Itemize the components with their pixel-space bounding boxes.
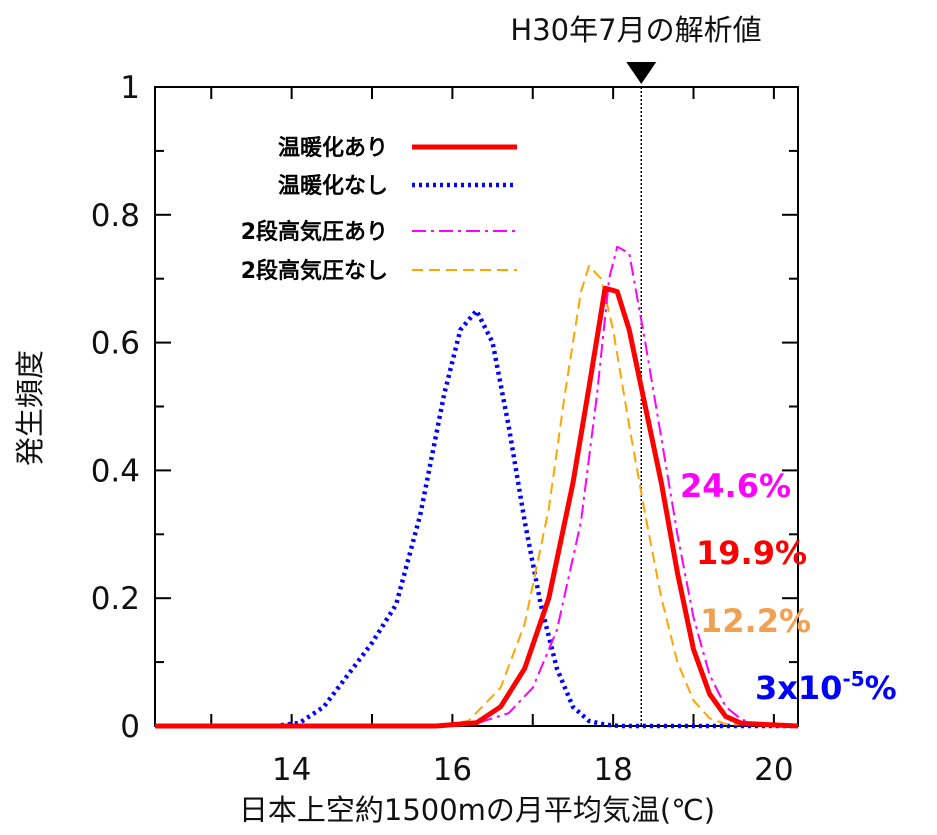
x-tick-label: 14 <box>272 752 311 788</box>
series-line <box>155 245 799 727</box>
annotation-suffix: % <box>865 669 897 707</box>
x-tick-label: 20 <box>754 752 793 788</box>
y-tick-label: 1 <box>120 70 140 106</box>
annotation-label: 3x10-5% <box>755 667 897 707</box>
y-axis-title: 発生頻度 <box>13 350 47 466</box>
series-line <box>155 264 799 727</box>
percentage-annotations: 24.6% 19.9% 12.2% 3x10-5% <box>680 467 897 707</box>
annotation-base: 3x10 <box>755 669 842 707</box>
series-line <box>155 285 799 729</box>
x-tick-label: 16 <box>433 752 472 788</box>
legend-label: 2段高気圧あり <box>241 219 388 245</box>
y-tick-label: 0.6 <box>91 326 140 362</box>
legend-label: 2段高気圧なし <box>241 258 388 284</box>
annotation-exponent: -5 <box>842 667 864 691</box>
x-axis-title: 日本上空約1500mの月平均気温(℃) <box>239 793 715 827</box>
legend-label: 温暖化なし <box>278 173 388 199</box>
x-tick-label: 18 <box>593 752 632 788</box>
reference-marker-icon <box>626 62 657 84</box>
annotation-label: 19.9% <box>696 534 807 572</box>
y-tick-label: 0.2 <box>91 581 140 617</box>
y-tick-label: 0.4 <box>91 453 140 489</box>
series-lines <box>155 245 799 729</box>
annotation-label: 24.6% <box>680 467 791 505</box>
series-line <box>155 308 798 729</box>
y-tick-label: 0 <box>120 709 140 745</box>
reference-line-title: H30年7月の解析値 <box>510 13 761 47</box>
y-axis-ticks: 0 0.2 0.4 0.6 0.8 1 <box>91 70 798 745</box>
annotation-label: 12.2% <box>700 602 811 640</box>
y-tick-label: 0.8 <box>91 198 140 234</box>
legend-label: 温暖化あり <box>278 135 388 161</box>
x-axis-ticks: 14 16 18 20 <box>210 87 794 788</box>
